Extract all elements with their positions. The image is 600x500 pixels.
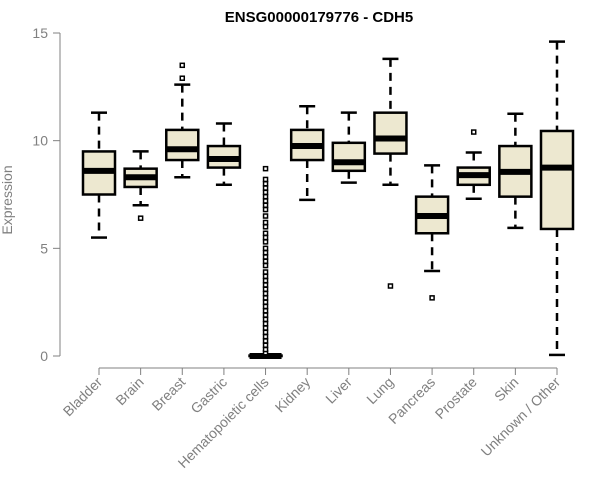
box-group (206, 122, 242, 187)
box-group (81, 111, 117, 239)
box-group (373, 57, 408, 289)
outlier-point (262, 308, 269, 314)
x-tick-label: Breast (148, 374, 188, 414)
outlier-point (262, 219, 269, 226)
x-tick-label: Unknown / Other (478, 374, 564, 460)
iqr-box (165, 128, 200, 162)
x-tick-label: Bladder (60, 374, 106, 420)
box-group (498, 112, 533, 230)
outlier-point (262, 325, 269, 331)
outlier-point (470, 129, 477, 135)
outlier-point (262, 249, 269, 256)
outlier-point (262, 333, 269, 340)
x-tick-label: Skin (491, 374, 522, 405)
outlier-point (262, 206, 269, 213)
box-group (248, 165, 283, 359)
outlier-point (262, 202, 269, 209)
iqr-box (331, 141, 367, 173)
outlier-point (262, 286, 269, 292)
box-group (289, 104, 325, 202)
outlier-point (137, 215, 144, 221)
outlier-point (262, 338, 269, 344)
chart-title: ENSG00000179776 - CDH5 (225, 9, 413, 26)
box-group (331, 111, 367, 184)
box-group (539, 40, 575, 357)
outlier-point (262, 258, 269, 265)
x-tick-label: Kidney (272, 374, 314, 416)
y-tick-label: 0 (40, 348, 48, 364)
outlier-point (262, 342, 269, 348)
outlier-point (262, 198, 269, 204)
box-group (414, 164, 450, 301)
outlier-point (262, 230, 269, 237)
outlier-point (262, 299, 269, 305)
outlier-point (262, 329, 269, 336)
outlier-point (262, 277, 269, 284)
outlier-point (262, 189, 269, 196)
outlier-point (262, 262, 269, 269)
outlier-point (179, 75, 186, 81)
iqr-box (539, 129, 575, 231)
outlier-point (262, 295, 269, 301)
outlier-point (262, 180, 269, 187)
outlier-point (387, 283, 394, 289)
outlier-point (262, 303, 269, 310)
outlier-point (262, 316, 269, 323)
outlier-point (262, 269, 269, 275)
y-tick-label: 15 (32, 25, 48, 41)
outlier-point (429, 295, 435, 301)
outlier-point (262, 290, 269, 297)
outlier-point (262, 273, 269, 280)
box-group (456, 129, 491, 201)
outlier-point (262, 213, 269, 219)
outlier-point (262, 185, 269, 191)
box-group (165, 62, 200, 179)
x-tick-label: Brain (112, 374, 146, 408)
box-group (123, 150, 158, 221)
x-tick-label: Liver (322, 374, 355, 407)
y-tick-label: 10 (32, 133, 48, 149)
outlier-point (262, 234, 269, 241)
y-axis-label: Expression (0, 165, 15, 234)
boxes (81, 40, 575, 359)
outlier-point (262, 193, 269, 200)
outlier-point (262, 312, 269, 318)
outlier-point (262, 245, 269, 252)
iqr-box (373, 111, 408, 155)
x-tick-label: Prostate (432, 374, 480, 422)
outlier-point (262, 346, 269, 353)
outlier-point (262, 239, 269, 245)
outlier-point (179, 62, 186, 69)
outlier-point (262, 254, 269, 260)
outlier-point (262, 165, 269, 172)
outlier-point (262, 224, 269, 230)
y-axis: 0 5 10 15 (32, 25, 61, 364)
outlier-point (262, 320, 269, 327)
outlier-point (262, 282, 269, 288)
y-tick-label: 5 (40, 240, 48, 256)
outlier-point (262, 176, 269, 183)
x-tick-label: Lung (363, 374, 396, 407)
